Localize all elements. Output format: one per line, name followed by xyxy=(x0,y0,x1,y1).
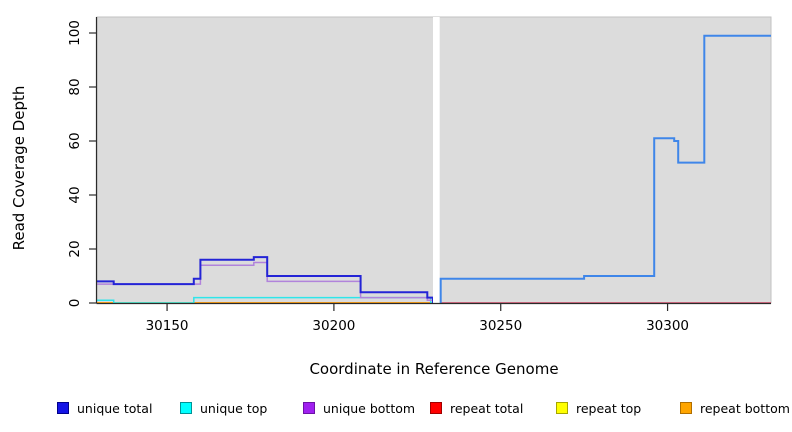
series-unique-top xyxy=(97,296,433,304)
series-unique-total-right xyxy=(439,34,771,303)
x-tick-label: 30150 xyxy=(146,318,189,334)
x-tick-label: 30250 xyxy=(479,318,522,334)
y-tick-label: 80 xyxy=(67,78,83,95)
y-tick-label: 100 xyxy=(67,20,83,46)
y-tick-label: 40 xyxy=(67,186,83,203)
y-axis-title: Read Coverage Depth xyxy=(10,85,28,251)
x-tick-label: 30200 xyxy=(312,318,355,334)
y-tick-label: 60 xyxy=(67,132,83,149)
y-tick-label: 0 xyxy=(67,299,83,308)
x-axis-title: Coordinate in Reference Genome xyxy=(309,360,559,378)
coverage-gap xyxy=(432,17,440,303)
y-tick-label: 20 xyxy=(67,240,83,257)
x-tick-label: 30300 xyxy=(646,318,689,334)
series-unique-total-left xyxy=(97,256,434,303)
